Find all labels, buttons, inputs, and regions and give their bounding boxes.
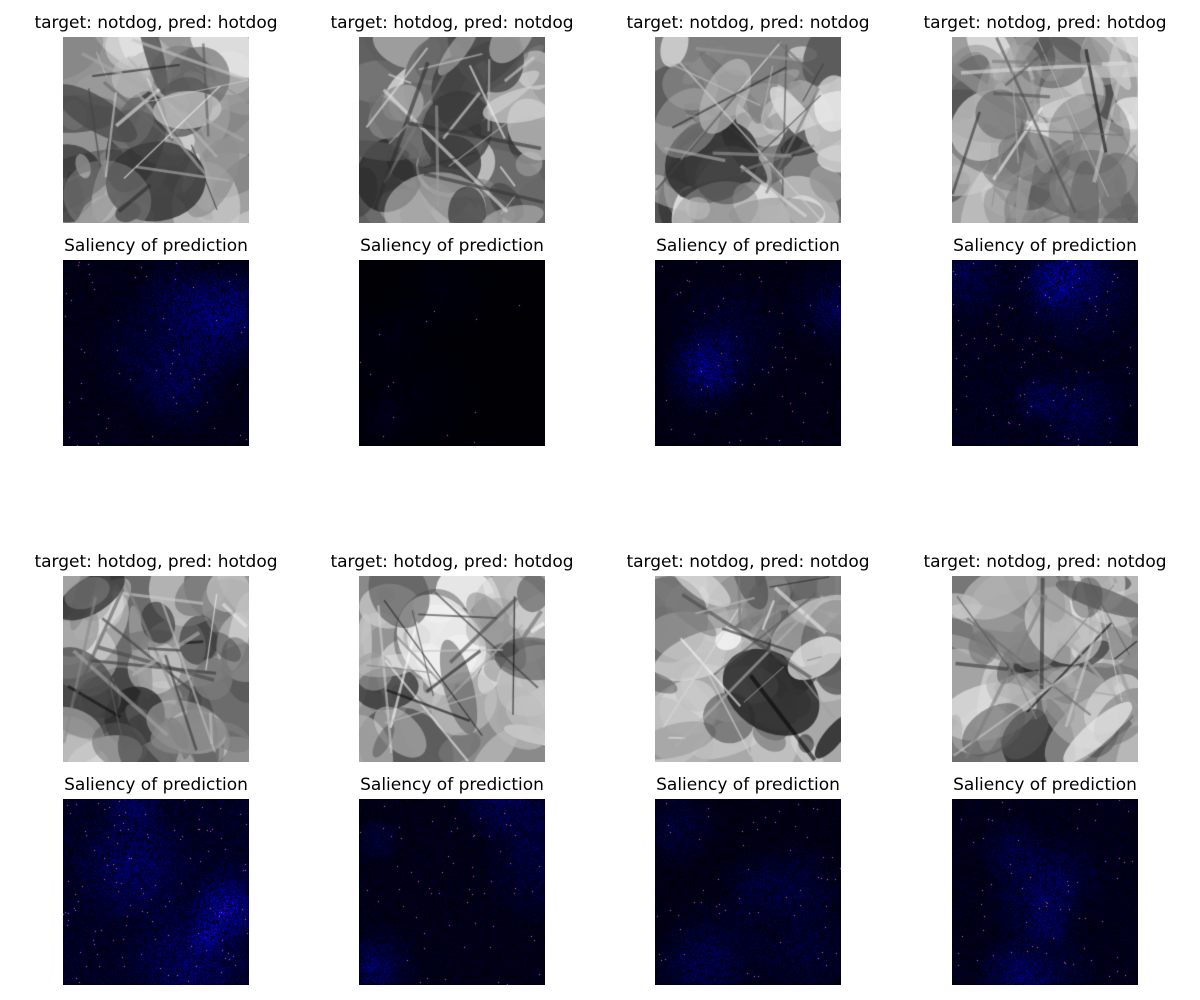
saliency-map bbox=[63, 260, 249, 446]
saliency-canvas bbox=[952, 260, 1138, 446]
photo-canvas bbox=[63, 576, 249, 762]
saliency-map bbox=[359, 799, 545, 985]
photo-canvas bbox=[952, 576, 1138, 762]
saliency-map bbox=[952, 799, 1138, 985]
saliency-canvas bbox=[359, 799, 545, 985]
saliency-title: Saliency of prediction bbox=[656, 775, 840, 795]
grayscale-photo bbox=[952, 37, 1138, 223]
saliency-canvas bbox=[359, 260, 545, 446]
photo-title: target: notdog, pred: notdog bbox=[626, 13, 870, 33]
saliency-canvas bbox=[655, 260, 841, 446]
saliency-title: Saliency of prediction bbox=[953, 775, 1137, 795]
photo-canvas bbox=[359, 37, 545, 223]
grayscale-photo bbox=[655, 37, 841, 223]
photo-canvas bbox=[655, 37, 841, 223]
grayscale-photo bbox=[359, 37, 545, 223]
photo-canvas bbox=[655, 576, 841, 762]
grayscale-photo bbox=[63, 37, 249, 223]
saliency-title: Saliency of prediction bbox=[360, 236, 544, 256]
saliency-canvas bbox=[952, 799, 1138, 985]
photo-canvas bbox=[63, 37, 249, 223]
photo-title: target: notdog, pred: notdog bbox=[923, 552, 1167, 572]
photo-canvas bbox=[952, 37, 1138, 223]
grayscale-photo bbox=[63, 576, 249, 762]
saliency-map bbox=[655, 799, 841, 985]
saliency-map bbox=[952, 260, 1138, 446]
photo-canvas bbox=[359, 576, 545, 762]
saliency-title: Saliency of prediction bbox=[953, 236, 1137, 256]
saliency-title: Saliency of prediction bbox=[656, 236, 840, 256]
saliency-canvas bbox=[63, 260, 249, 446]
photo-title: target: notdog, pred: notdog bbox=[626, 552, 870, 572]
photo-title: target: notdog, pred: hotdog bbox=[34, 13, 278, 33]
saliency-map bbox=[655, 260, 841, 446]
saliency-map bbox=[359, 260, 545, 446]
saliency-title: Saliency of prediction bbox=[360, 775, 544, 795]
saliency-title: Saliency of prediction bbox=[64, 775, 248, 795]
photo-title: target: hotdog, pred: hotdog bbox=[330, 552, 574, 572]
photo-title: target: notdog, pred: hotdog bbox=[923, 13, 1167, 33]
saliency-canvas bbox=[655, 799, 841, 985]
grayscale-photo bbox=[952, 576, 1138, 762]
grayscale-photo bbox=[655, 576, 841, 762]
grayscale-photo bbox=[359, 576, 545, 762]
saliency-canvas bbox=[63, 799, 249, 985]
photo-title: target: hotdog, pred: hotdog bbox=[34, 552, 278, 572]
saliency-map bbox=[63, 799, 249, 985]
saliency-title: Saliency of prediction bbox=[64, 236, 248, 256]
photo-title: target: hotdog, pred: notdog bbox=[330, 13, 574, 33]
